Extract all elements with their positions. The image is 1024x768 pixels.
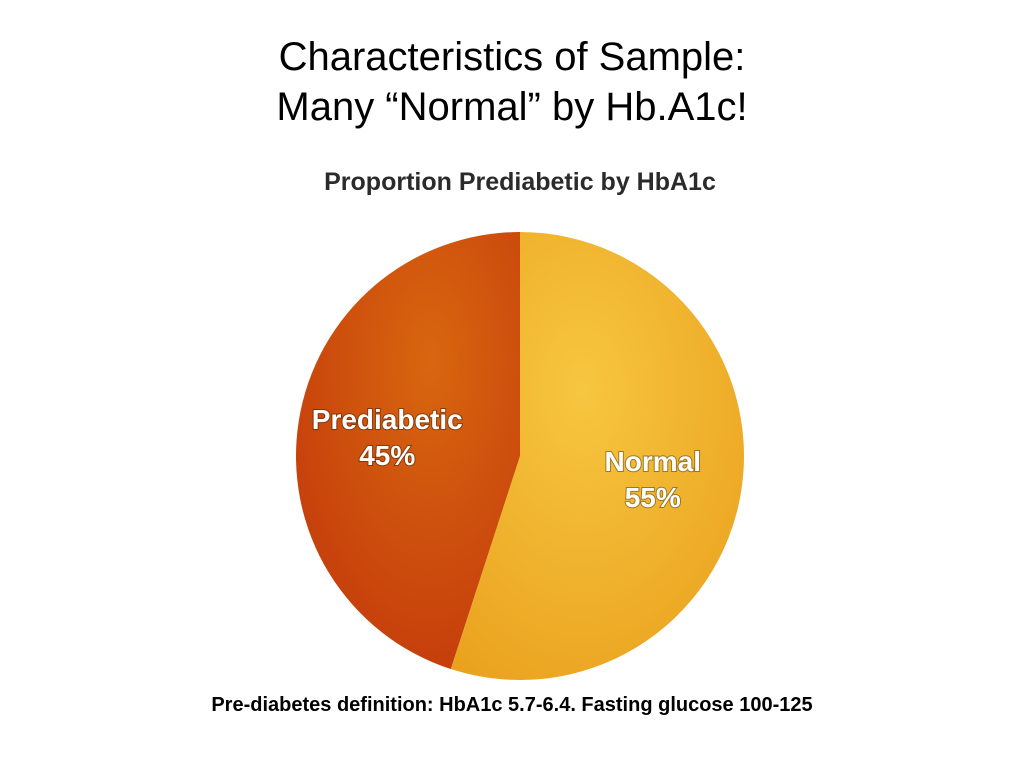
footnote-definition: Pre-diabetes definition: HbA1c 5.7-6.4. …	[211, 694, 813, 716]
pie-slice-normal	[450, 232, 744, 680]
slice-label-normal: Normal	[605, 446, 701, 477]
slice-value-prediabetic: 45%	[359, 440, 415, 471]
slice-label-prediabetic: Prediabetic	[312, 404, 463, 435]
chart-title: Proportion Prediabetic by HbA1c	[324, 168, 716, 196]
slide-title-line-2: Many “Normal” by Hb.A1c!	[276, 85, 748, 129]
pie-slice-prediabetic	[295, 232, 520, 670]
slice-value-normal: 55%	[625, 482, 681, 513]
slide-title-line-1: Characteristics of Sample:	[278, 35, 746, 79]
slide-title: Characteristics of Sample: Many “Normal”…	[0, 32, 1024, 132]
